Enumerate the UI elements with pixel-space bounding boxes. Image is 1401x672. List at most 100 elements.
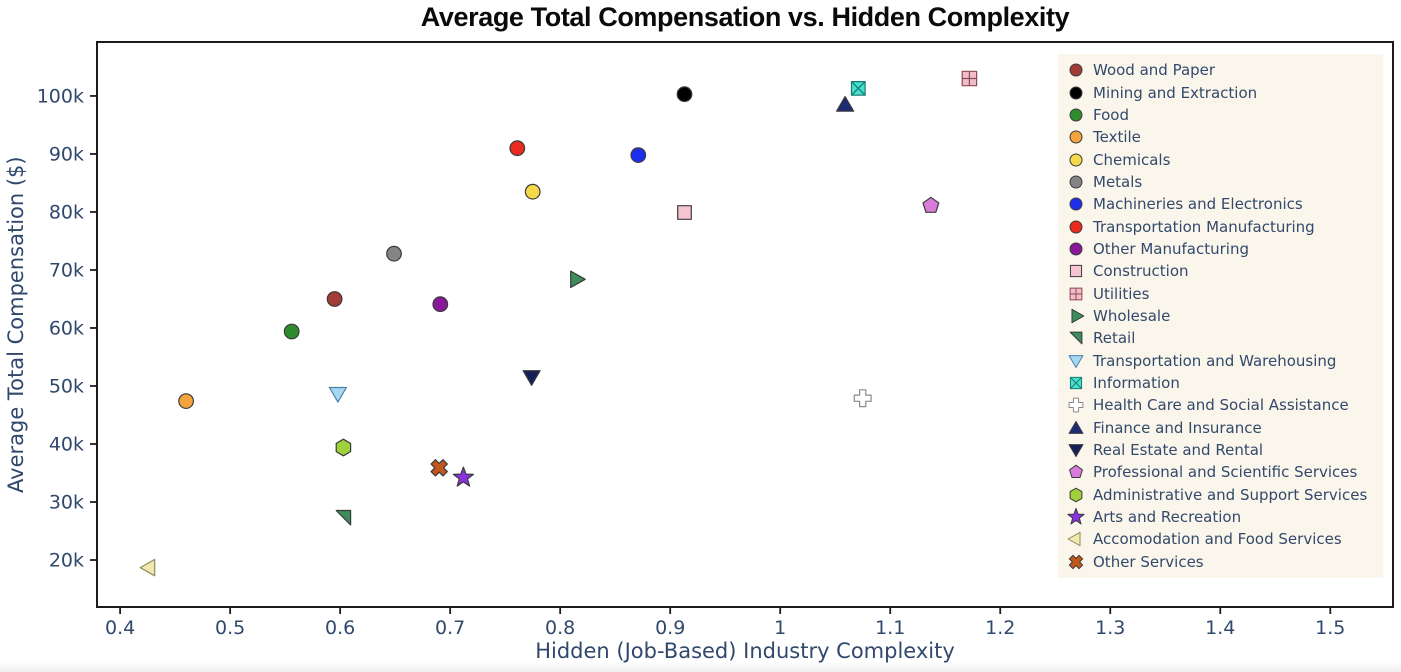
legend-item-utilities: Utilities: [1058, 283, 1383, 304]
x-tick-label: 0.4: [105, 617, 135, 639]
point-administrative-and-support-services: [335, 438, 352, 457]
legend-marker-triangle-left-icon: [1067, 532, 1081, 547]
legend-label: Textile: [1093, 128, 1141, 147]
legend-label: Wood and Paper: [1093, 61, 1216, 80]
legend-label: Accomodation and Food Services: [1093, 530, 1342, 549]
legend-label: Information: [1093, 373, 1180, 392]
legend-item-transportation-manufacturing: Transportation Manufacturing: [1058, 216, 1383, 237]
legend-item-professional-and-scientific-services: Professional and Scientific Services: [1058, 462, 1383, 483]
legend-marker-pentagon-icon: [1069, 465, 1083, 479]
point-textile: [178, 393, 195, 410]
point-real-estate-and-rental: [522, 370, 541, 386]
point-wood-and-paper: [326, 291, 343, 307]
legend-label: Construction: [1093, 262, 1189, 281]
legend-marker-star-icon: [1067, 507, 1085, 525]
y-tick-label: 80k: [49, 201, 84, 223]
point-metals: [386, 245, 402, 262]
y-tick-label: 20k: [49, 550, 84, 572]
legend-marker-triangle-down-icon: [1068, 444, 1084, 458]
point-construction: [677, 205, 692, 220]
x-tick-label: 1.2: [985, 617, 1015, 639]
legend-item-construction: Construction: [1058, 261, 1383, 282]
legend-item-administrative-and-support-services: Administrative and Support Services: [1058, 484, 1383, 505]
x-axis-label: Hidden (Job-Based) Industry Complexity: [535, 639, 955, 663]
x-tick-label: 1.4: [1205, 617, 1235, 639]
legend-item-metals: Metals: [1058, 171, 1383, 192]
legend-item-food: Food: [1058, 104, 1383, 125]
legend-label: Other Manufacturing: [1093, 239, 1249, 258]
y-tick-label: 90k: [49, 143, 84, 165]
point-wholesale: [570, 270, 586, 289]
legend-label: Chemicals: [1093, 150, 1171, 169]
legend-marker-triangle-up-icon: [1068, 420, 1084, 434]
legend-label: Transportation Manufacturing: [1093, 217, 1315, 236]
legend-item-finance-and-insurance: Finance and Insurance: [1058, 417, 1383, 438]
legend-marker-square-x-icon: [1069, 376, 1083, 390]
point-health-care-and-social-assistance: [853, 389, 872, 408]
legend-marker-cross-icon: [1068, 397, 1084, 413]
legend-item-information: Information: [1058, 372, 1383, 393]
legend-marker-triangle-down-icon: [1068, 354, 1084, 368]
legend-label: Arts and Recreation: [1093, 508, 1242, 527]
legend-label: Professional and Scientific Services: [1093, 463, 1358, 482]
point-other-services: [430, 459, 448, 477]
legend-marker-circle-icon: [1069, 108, 1083, 122]
point-chemicals: [524, 183, 541, 200]
point-other-manufacturing: [432, 296, 449, 313]
legend-item-other-services: Other Services: [1058, 551, 1383, 572]
legend-item-wholesale: Wholesale: [1058, 305, 1383, 326]
legend-item-mining-and-extraction: Mining and Extraction: [1058, 82, 1383, 103]
x-tick-label: 0.9: [655, 617, 685, 639]
x-tick-label: 1.1: [875, 617, 905, 639]
legend-item-transportation-and-warehousing: Transportation and Warehousing: [1058, 350, 1383, 371]
x-tick-label: 1.5: [1315, 617, 1345, 639]
point-transportation-manufacturing: [509, 140, 526, 157]
y-tick-label: 30k: [49, 492, 84, 514]
point-utilities: [961, 70, 978, 87]
point-professional-and-scientific-services: [922, 196, 940, 213]
legend-label: Health Care and Social Assistance: [1093, 396, 1349, 415]
legend-label: Mining and Extraction: [1093, 83, 1258, 102]
legend-marker-triangle-right-icon: [1071, 308, 1085, 324]
y-tick-label: 100k: [37, 85, 84, 107]
legend-label: Real Estate and Rental: [1093, 441, 1264, 460]
legend-label: Finance and Insurance: [1093, 418, 1262, 437]
legend-marker-circle-icon: [1069, 86, 1083, 99]
point-food: [283, 323, 300, 340]
x-tick-label: 0.5: [215, 617, 245, 639]
point-retail: [335, 509, 352, 526]
y-tick-label: 40k: [49, 433, 84, 455]
chart-title: Average Total Compensation vs. Hidden Co…: [420, 2, 1070, 32]
bottom-shade: [0, 662, 1401, 672]
legend-label: Metals: [1093, 172, 1143, 191]
legend-item-wood-and-paper: Wood and Paper: [1058, 60, 1383, 81]
point-mining-and-extraction: [676, 86, 693, 103]
point-transportation-and-warehousing: [328, 386, 347, 403]
legend-item-chemicals: Chemicals: [1058, 149, 1383, 170]
legend-label: Retail: [1093, 329, 1136, 348]
legend-item-health-care-and-social-assistance: Health Care and Social Assistance: [1058, 395, 1383, 416]
y-tick-label: 60k: [49, 317, 84, 339]
point-information: [850, 81, 866, 96]
point-machineries-and-electronics: [630, 147, 647, 164]
legend-item-accomodation-and-food-services: Accomodation and Food Services: [1058, 529, 1383, 550]
x-tick-label: 1: [774, 617, 786, 639]
y-tick-label: 70k: [49, 259, 84, 281]
legend-marker-circle-icon: [1069, 175, 1083, 189]
legend-label: Wholesale: [1093, 306, 1171, 325]
legend-marker-circle-icon: [1069, 220, 1083, 234]
legend-marker-circle-icon: [1069, 130, 1083, 144]
legend-item-textile: Textile: [1058, 127, 1383, 148]
x-tick-label: 0.7: [435, 617, 465, 639]
legend-label: Other Services: [1093, 552, 1204, 571]
legend-marker-square-cross-icon: [1069, 287, 1083, 301]
legend-item-other-manufacturing: Other Manufacturing: [1058, 238, 1383, 259]
legend-label: Utilities: [1093, 284, 1150, 303]
legend-item-retail: Retail: [1058, 328, 1383, 349]
legend-marker-circle-icon: [1069, 63, 1083, 77]
x-tick-label: 1.3: [1095, 617, 1125, 639]
y-tick-label: 50k: [49, 375, 84, 397]
legend-marker-circle-icon: [1069, 197, 1083, 211]
legend-item-machineries-and-electronics: Machineries and Electronics: [1058, 194, 1383, 215]
